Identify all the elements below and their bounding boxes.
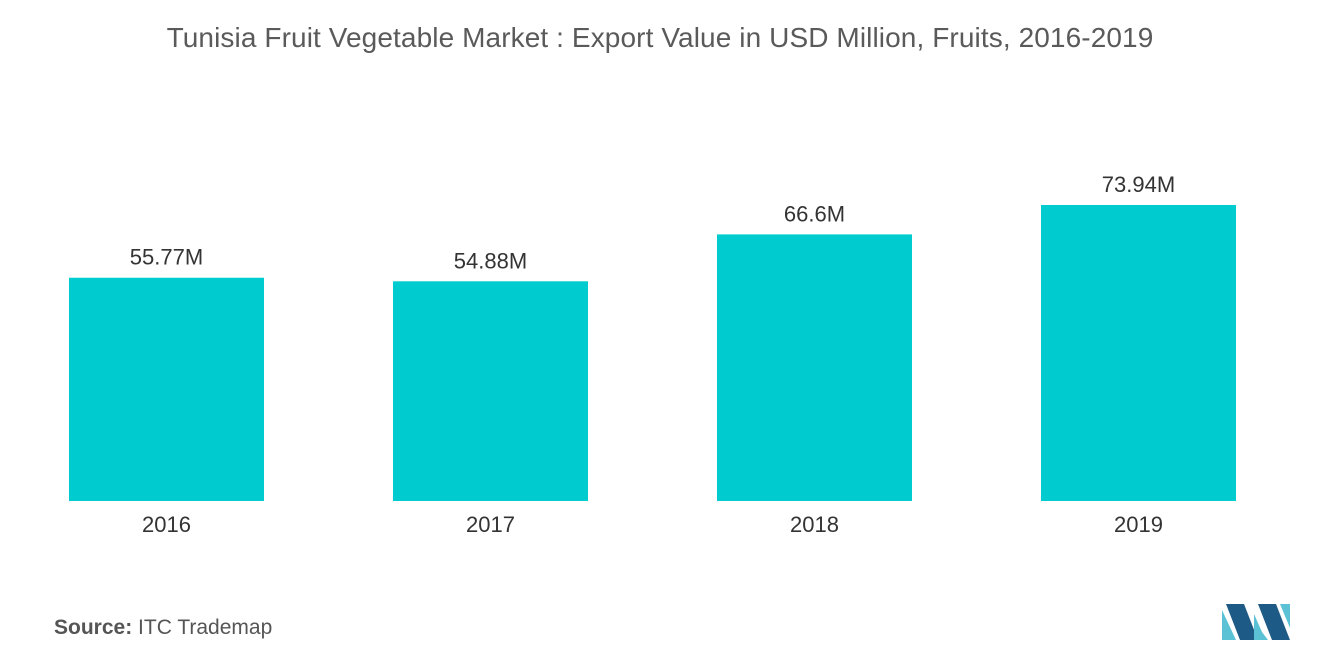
bar-2018 <box>717 234 912 501</box>
bars-layer <box>69 205 1236 501</box>
bar-2016 <box>69 277 264 501</box>
value-label-2019: 73.94M <box>1102 172 1175 197</box>
bar-2019 <box>1041 205 1236 501</box>
value-label-2016: 55.77M <box>130 245 203 270</box>
source-note: Source: ITC Trademap <box>54 616 272 640</box>
mordor-intelligence-logo-icon <box>1222 604 1290 640</box>
source-text: ITC Trademap <box>138 616 273 639</box>
x-tick-label-2016: 2016 <box>142 512 191 537</box>
bar-2017 <box>393 281 588 501</box>
x-tick-label-2019: 2019 <box>1114 512 1163 537</box>
source-label: Source: <box>54 616 133 639</box>
x-tick-label-2017: 2017 <box>466 512 515 537</box>
chart-title: Tunisia Fruit Vegetable Market : Export … <box>166 22 1154 53</box>
value-label-2018: 66.6M <box>784 201 845 226</box>
value-label-2017: 54.88M <box>454 248 527 273</box>
tick-labels-layer: 2016 2017 2018 2019 <box>142 512 1163 537</box>
value-labels-layer: 55.77M 54.88M 66.6M 73.94M <box>130 172 1175 273</box>
x-tick-label-2018: 2018 <box>790 512 839 537</box>
